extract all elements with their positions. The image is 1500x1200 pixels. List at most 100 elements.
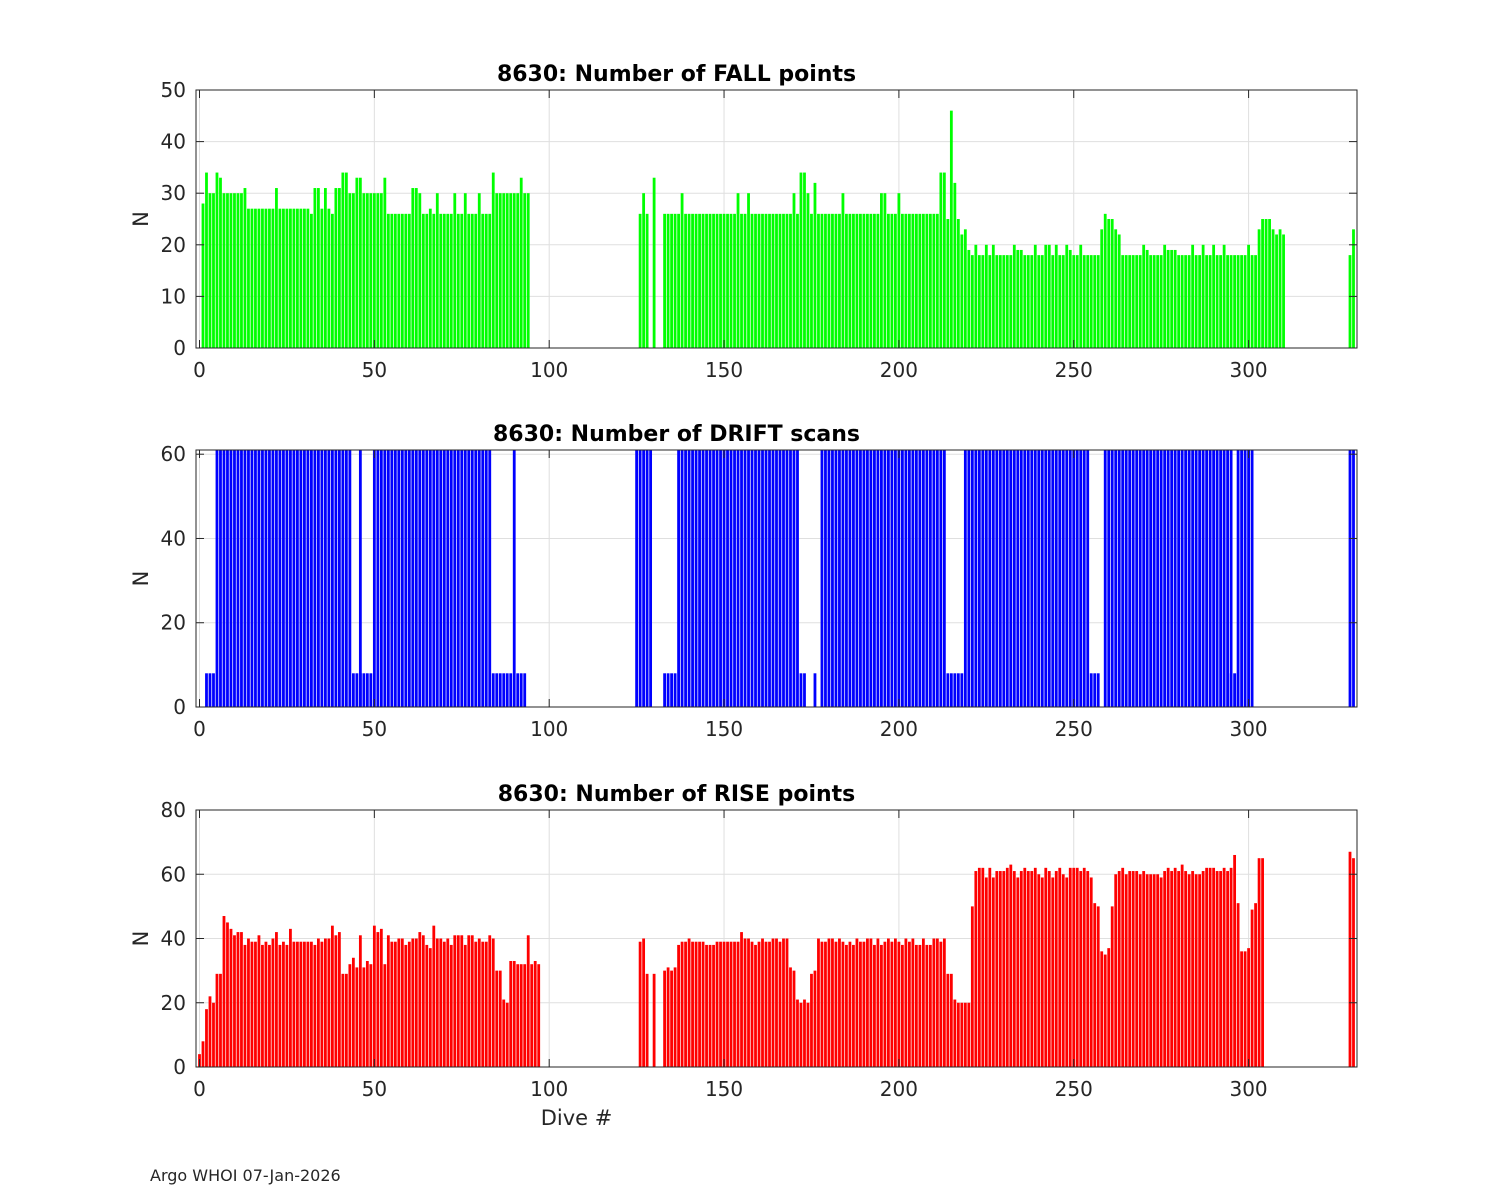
rise-bar	[719, 941, 722, 1067]
rise-bar	[215, 973, 219, 1067]
figure-footer: Argo WHOI 07-Jan-2026	[150, 1166, 341, 1185]
drift-bar	[939, 450, 943, 707]
rise-bar	[859, 941, 862, 1067]
fall-bar	[1159, 255, 1163, 348]
drift-bar	[1107, 450, 1111, 707]
rise-bar	[1173, 867, 1177, 1067]
drift-bar	[1229, 450, 1233, 707]
fall-bar	[1142, 244, 1146, 348]
fall-bar	[376, 193, 380, 348]
drift-bar	[229, 450, 233, 707]
fall-bar	[1184, 255, 1188, 348]
drift-bar	[645, 450, 649, 707]
rise-bar	[866, 938, 869, 1067]
drift-bar	[439, 450, 443, 707]
rise-bar	[876, 938, 880, 1067]
rise-bar	[894, 938, 897, 1067]
drift-bar	[1166, 450, 1170, 707]
drift-bar	[1135, 450, 1139, 707]
fall-bar	[407, 213, 411, 348]
rise-bar	[355, 967, 359, 1067]
rise-bar	[775, 938, 778, 1067]
fall-bar	[1145, 249, 1149, 348]
drift-bar	[1180, 450, 1184, 707]
drift-bar	[306, 450, 310, 707]
drift-bar	[995, 450, 999, 707]
drift-bar	[1170, 450, 1174, 707]
fall-bar	[673, 213, 677, 348]
fall-xtick-label: 0	[193, 358, 206, 382]
fall-bar	[222, 193, 226, 348]
drift-bar	[900, 450, 904, 707]
drift-bar	[876, 450, 880, 707]
fall-bar	[705, 213, 708, 348]
rise-bar	[813, 970, 817, 1068]
rise-bar	[306, 941, 310, 1067]
fall-bar	[1191, 244, 1195, 348]
drift-bar	[505, 673, 509, 707]
drift-bar	[271, 450, 275, 707]
fall-bar	[404, 213, 408, 348]
rise-bar	[201, 1041, 205, 1067]
rise-bar	[1075, 867, 1079, 1067]
fall-bar	[799, 172, 803, 348]
drift-bar	[684, 450, 687, 707]
rise-bar	[694, 941, 698, 1067]
fall-bar	[212, 193, 215, 348]
drift-bar	[1233, 673, 1237, 707]
drift-bar	[421, 450, 425, 707]
rise-bar	[268, 944, 271, 1067]
drift-bar	[820, 450, 824, 707]
fall-bar	[477, 193, 481, 348]
fall-bar	[873, 213, 876, 348]
drift-ytick-label: 40	[161, 526, 186, 550]
rise-bar	[453, 935, 457, 1067]
rise-bar	[222, 916, 226, 1067]
fall-bar	[841, 193, 845, 348]
fall-bar	[820, 213, 824, 348]
fall-bar	[921, 213, 925, 348]
rise-bar	[1212, 867, 1216, 1067]
drift-bar	[715, 450, 719, 707]
drift-bar	[1226, 450, 1230, 707]
fall-bar	[254, 208, 257, 348]
drift-bar	[516, 673, 520, 707]
drift-bar	[771, 450, 775, 707]
fall-bar	[1166, 249, 1170, 348]
rise-bar	[523, 964, 527, 1067]
rise-bar	[792, 970, 796, 1068]
rise-bar	[642, 938, 646, 1067]
rise-bar	[1201, 871, 1205, 1067]
fall-ytick-label: 10	[161, 284, 186, 308]
drift-bar	[701, 450, 705, 707]
rise-bar	[414, 938, 418, 1067]
drift-bar	[768, 450, 771, 707]
drift-bar	[883, 450, 887, 707]
drift-bar	[215, 450, 219, 707]
fall-bar	[806, 193, 810, 348]
rise-bar	[1166, 867, 1170, 1067]
fall-bar	[1278, 229, 1282, 348]
rise-bar	[806, 1002, 810, 1067]
fall-ytick-label: 0	[173, 336, 186, 360]
rise-bar	[778, 941, 782, 1067]
drift-bar	[261, 450, 264, 707]
fall-bar	[1114, 229, 1118, 348]
rise-bar	[516, 964, 520, 1067]
drift-bar	[495, 673, 499, 707]
drift-bar	[911, 450, 915, 707]
fall-bar	[1229, 255, 1233, 348]
fall-bar	[250, 208, 254, 348]
rise-bar	[365, 960, 369, 1067]
drift-ytick-label: 60	[161, 442, 186, 466]
rise-bar	[974, 871, 978, 1067]
fall-bar	[337, 188, 341, 348]
drift-bar	[1198, 450, 1202, 707]
rise-bar	[1068, 867, 1072, 1067]
drift-bar	[222, 450, 226, 707]
rise-bar	[736, 941, 740, 1067]
rise-bar	[435, 938, 439, 1067]
fall-bar	[1089, 255, 1093, 348]
fall-bar	[719, 213, 722, 348]
rise-bar	[645, 973, 649, 1067]
